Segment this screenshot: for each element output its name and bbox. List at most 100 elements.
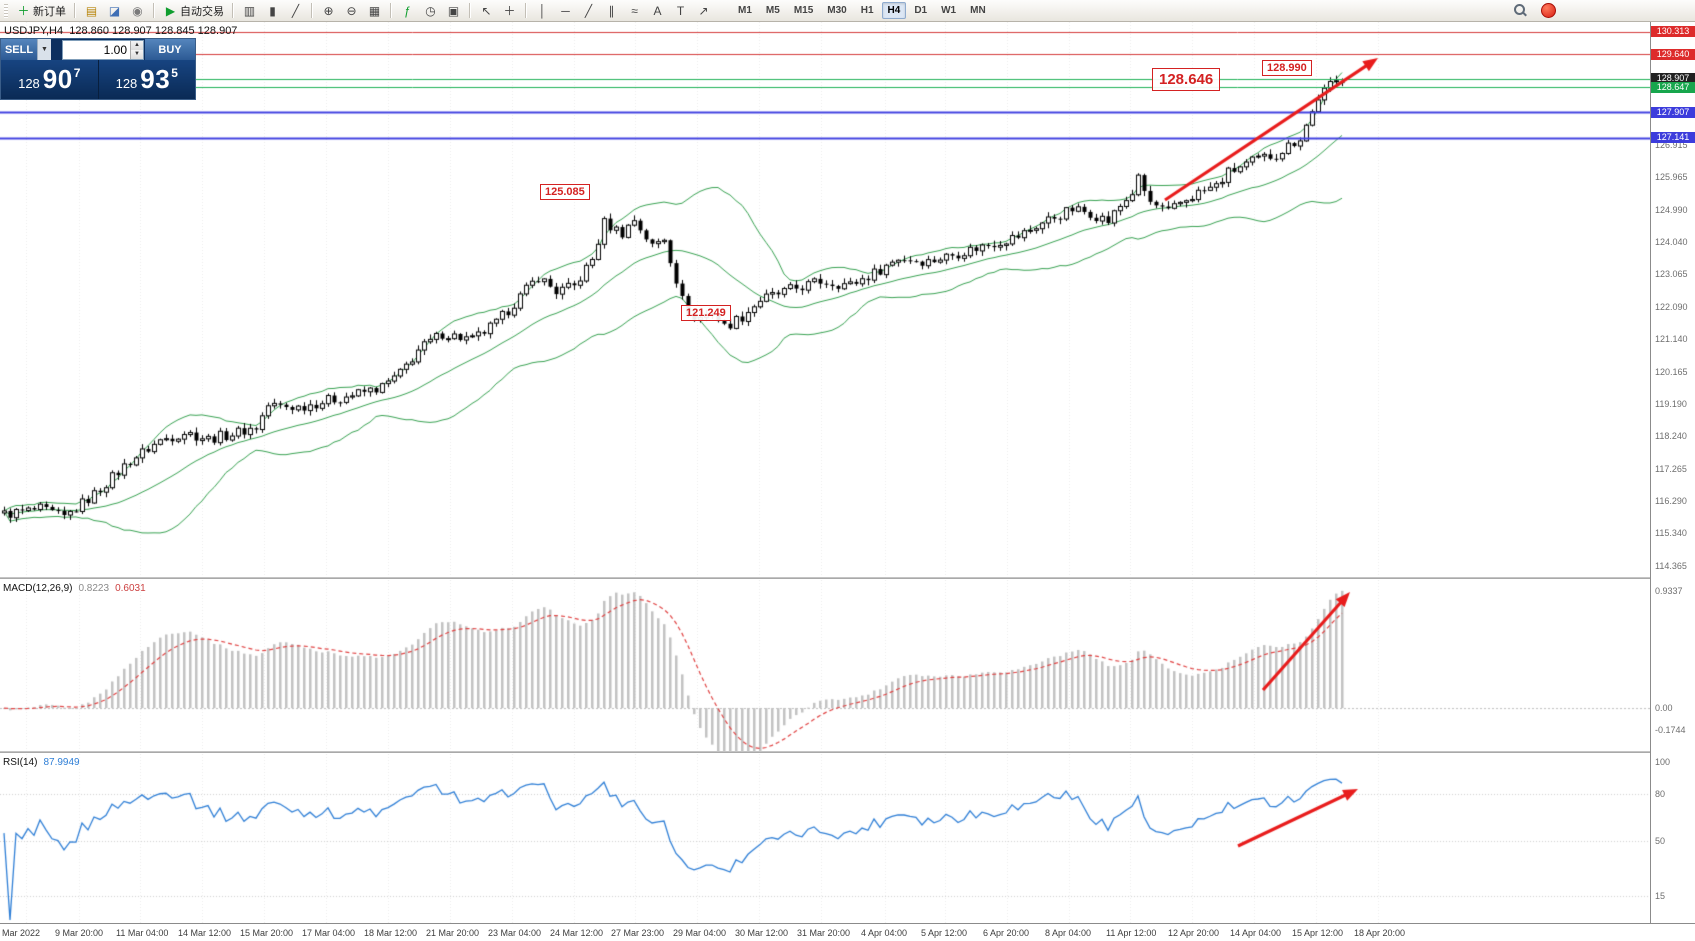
- zoom-out-button[interactable]: ⊖: [340, 1, 363, 21]
- time-axis-label: 31 Mar 20:00: [797, 928, 851, 938]
- timeframe-toolbar: M1 M5 M15 M30 H1 H4 D1 W1 MN: [731, 2, 993, 19]
- navigator-button[interactable]: ◉: [126, 1, 149, 21]
- autotrading-label: 自动交易: [180, 5, 224, 18]
- time-axis-label: 23 Mar 04:00: [488, 928, 542, 938]
- arrows-tool-button[interactable]: ↗: [692, 1, 715, 21]
- volume-up-icon[interactable]: ▲: [130, 41, 143, 50]
- main-toolbar: ＋新订单 ▤ ◪ ◉ ▶ 自动交易 ▥ ▮ ╱ ⊕ ⊖ ▦ ƒ ◷ ▣ ↖ ＋ │ ─ ╱ ∥ ≈ A T ↗ M1 M5 M15 M…: [0, 0, 1695, 22]
- text-button[interactable]: A: [646, 1, 669, 21]
- timeframe-button-M1[interactable]: M1: [738, 5, 752, 16]
- price-scale[interactable]: 126.915 125.965 124.990 124.040 123.065 122.0…: [1650, 22, 1695, 923]
- buy-price-button[interactable]: 128 93 5: [99, 60, 196, 99]
- text-label-button[interactable]: T: [669, 1, 692, 21]
- horizontal-line-icon: ─: [561, 3, 570, 18]
- timeframes-menu-button[interactable]: ◷: [419, 1, 442, 21]
- templates-button[interactable]: ▣: [442, 1, 465, 21]
- indicators-button[interactable]: ƒ: [396, 1, 419, 21]
- trade-panel-top-row: SELL ▼ ▲ ▼ BUY: [1, 39, 195, 60]
- timeframe-button-M5[interactable]: M5: [765, 5, 780, 16]
- autotrading-button[interactable]: ▶ 自动交易: [159, 1, 228, 21]
- line-chart-button[interactable]: ╱: [284, 1, 307, 21]
- toolbar-grip[interactable]: [4, 3, 8, 18]
- cursor-button[interactable]: ↖: [475, 1, 498, 21]
- tile-windows-button[interactable]: ▦: [363, 1, 386, 21]
- sell-price-button[interactable]: 128 90 7: [1, 60, 98, 99]
- price-annotation: 125.085: [540, 184, 590, 200]
- rsi-panel-canvas[interactable]: [0, 754, 1650, 923]
- rsi-panel-divider[interactable]: [0, 751, 1695, 754]
- macd-panel-canvas[interactable]: [0, 580, 1650, 752]
- timeframe-button-M30[interactable]: M30: [827, 5, 847, 16]
- vertical-line-button[interactable]: │: [531, 1, 554, 21]
- trendline-icon: ╱: [584, 3, 593, 18]
- sell-options-caret-icon[interactable]: ▼: [37, 39, 51, 60]
- toolbar-separator: [390, 3, 392, 18]
- timeframe-button-D1[interactable]: D1: [914, 5, 928, 16]
- toolbar-separator: [469, 3, 471, 18]
- crosshair-icon: ＋: [503, 3, 516, 18]
- timeframe-button-M15[interactable]: M15: [793, 5, 814, 16]
- fibonacci-icon: ≈: [631, 3, 638, 18]
- price-tag: 128.647: [1651, 81, 1695, 93]
- text-label-icon: T: [676, 3, 685, 18]
- trade-panel-divider: [97, 60, 99, 99]
- timeframe-button-H1[interactable]: H1: [860, 5, 874, 16]
- fibonacci-button[interactable]: ≈: [623, 1, 646, 21]
- one-click-trading-panel: SELL ▼ ▲ ▼ BUY 128 90 7 128 93 5: [0, 38, 196, 100]
- time-axis[interactable]: Mar 2022 9 Mar 20:00 11 Mar 04:00 14 Mar 12…: [0, 923, 1695, 941]
- sell-button[interactable]: SELL: [1, 39, 37, 60]
- new-order-button[interactable]: ＋新订单: [12, 1, 70, 21]
- trendline-button[interactable]: ╱: [577, 1, 600, 21]
- time-axis-label: 5 Apr 12:00: [921, 928, 968, 938]
- data-window-button[interactable]: ◪: [103, 1, 126, 21]
- toolbar-group-autotrade: ▶ 自动交易: [159, 0, 228, 22]
- buy-button[interactable]: BUY: [145, 39, 195, 60]
- candlestick-chart-button[interactable]: ▮: [261, 1, 284, 21]
- indicators-icon: ƒ: [404, 3, 411, 18]
- time-axis-label: 9 Mar 20:00: [55, 928, 104, 938]
- line-chart-icon: ╱: [291, 3, 300, 18]
- rsi-name: RSI(14): [3, 757, 38, 768]
- new-order-label: 新订单: [33, 5, 66, 18]
- time-axis-label: 24 Mar 12:00: [550, 928, 604, 938]
- price-scale-value: 123.065: [1655, 269, 1688, 280]
- main-chart-canvas[interactable]: [0, 22, 1650, 578]
- sell-price-main: 90: [42, 64, 73, 94]
- time-axis-label: Mar 2022: [2, 928, 41, 938]
- rsi-scale-value: 50: [1655, 836, 1666, 846]
- toolbar-right: [1514, 3, 1691, 18]
- time-axis-label: 15 Apr 12:00: [1292, 928, 1344, 938]
- arrows-tool-icon: ↗: [698, 3, 709, 18]
- buy-price-prefix: 128: [115, 75, 138, 91]
- trade-panel-price-row: 128 90 7 128 93 5: [1, 60, 195, 99]
- text-icon: A: [653, 3, 662, 18]
- toolbar-separator: [153, 3, 155, 18]
- toolbar-group-view: ▤ ◪ ◉: [80, 0, 149, 22]
- timeframe-button-W1[interactable]: W1: [941, 5, 957, 16]
- price-tag: 127.907: [1651, 106, 1695, 118]
- time-axis-label: 11 Apr 12:00: [1106, 928, 1157, 938]
- macd-panel-divider[interactable]: [0, 577, 1695, 580]
- rsi-label: RSI(14) 87.9949: [3, 757, 86, 768]
- volume-down-icon[interactable]: ▼: [130, 50, 143, 59]
- time-axis-label: 14 Mar 12:00: [178, 928, 232, 938]
- horizontal-line-button[interactable]: ─: [554, 1, 577, 21]
- autotrading-icon: ▶: [165, 3, 176, 18]
- timeframe-button-H4[interactable]: H4: [881, 2, 907, 19]
- price-scale-value: 114.365: [1655, 560, 1687, 571]
- zoom-in-button[interactable]: ⊕: [317, 1, 340, 21]
- equidistant-channel-button[interactable]: ∥: [600, 1, 623, 21]
- market-watch-button[interactable]: ▤: [80, 1, 103, 21]
- volume-input[interactable]: [63, 41, 130, 59]
- sell-price-prefix: 128: [18, 75, 40, 91]
- notifications-badge-icon[interactable]: [1541, 3, 1556, 18]
- price-annotation: 128.646: [1152, 68, 1221, 91]
- search-icon[interactable]: [1514, 4, 1527, 17]
- bar-chart-button[interactable]: ▥: [238, 1, 261, 21]
- time-axis-label: 12 Apr 20:00: [1168, 928, 1220, 938]
- crosshair-button[interactable]: ＋: [498, 1, 521, 21]
- price-scale-value: 118.240: [1655, 430, 1687, 441]
- timeframe-button-MN[interactable]: MN: [970, 5, 986, 16]
- chart-ohlc-label: USDJPY,H4 128.860 128.907 128.845 128.90…: [4, 25, 238, 37]
